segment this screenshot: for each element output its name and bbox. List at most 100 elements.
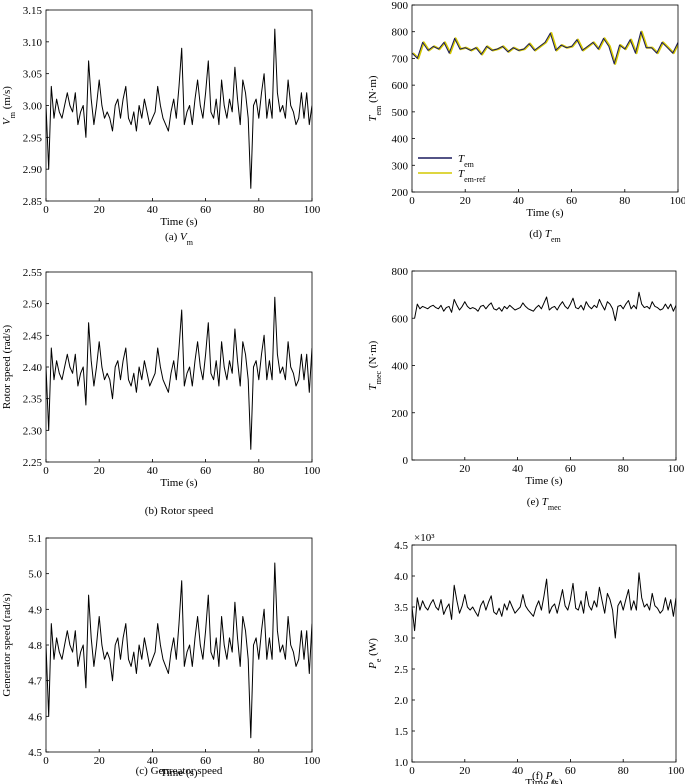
panel-caption: (e) Tmec bbox=[527, 496, 562, 512]
y-tick-label: 400 bbox=[392, 134, 409, 146]
panel-caption: (a) Vm bbox=[165, 231, 194, 247]
y-tick-label: 700 bbox=[392, 53, 409, 65]
x-tick-label: 80 bbox=[619, 195, 631, 207]
chart-panel-4: 20 40 60 80 100 0 200 400 600 800 Time (s) Tmec (N·… bbox=[367, 266, 685, 512]
x-tick-label: 20 bbox=[459, 463, 471, 475]
x-tick-label: 80 bbox=[618, 463, 630, 475]
x-tick-label: 60 bbox=[200, 204, 212, 216]
y-tick-label: 3.00 bbox=[23, 101, 43, 113]
y-tick-label: 2.5 bbox=[394, 664, 408, 676]
y-tick-label: 4.6 bbox=[28, 711, 42, 723]
x-tick-label: 20 bbox=[94, 755, 106, 767]
panel-caption: (c) Genreator speed bbox=[136, 765, 223, 777]
x-tick-label: 0 bbox=[409, 195, 415, 207]
y-tick-label: 300 bbox=[392, 160, 409, 172]
x-tick-label: 40 bbox=[147, 204, 159, 216]
y-axis-label: Generator speed (rad/s) bbox=[1, 593, 13, 697]
chart-panel-2: 0 20 40 60 80 100 200 300 400 500 600 700 800 900 Time… bbox=[367, 0, 685, 244]
x-tick-label: 80 bbox=[253, 204, 265, 216]
y-tick-label: 2.35 bbox=[23, 394, 43, 406]
x-tick-label: 100 bbox=[304, 204, 321, 216]
y-tick-label: 4.5 bbox=[394, 540, 408, 552]
y-tick-label: 5.0 bbox=[28, 569, 42, 581]
y-tick-label: 2.25 bbox=[23, 457, 43, 469]
plot-frame bbox=[411, 270, 677, 461]
x-tick-label: 80 bbox=[253, 465, 265, 477]
x-axis-label: Time (s) bbox=[160, 216, 198, 228]
y-tick-label: 4.8 bbox=[28, 640, 42, 652]
y-tick-label: 200 bbox=[392, 187, 409, 199]
x-tick-label: 100 bbox=[668, 765, 685, 777]
x-tick-label: 40 bbox=[512, 765, 524, 777]
x-tick-label: 80 bbox=[253, 755, 265, 767]
y-tick-label: 2.95 bbox=[23, 132, 43, 144]
x-tick-label: 20 bbox=[94, 465, 106, 477]
y-tick-label: 400 bbox=[392, 361, 409, 373]
chart-panel-1: 0 20 40 60 80 100 2.85 2.90 2.95 3.00 3.05 3.10 3.15… bbox=[1, 5, 321, 247]
x-tick-label: 100 bbox=[304, 755, 321, 767]
y-tick-label: 2.40 bbox=[23, 362, 43, 374]
series-line-1 bbox=[46, 296, 312, 450]
panel-caption: (d) Tem bbox=[529, 228, 561, 244]
chart-panel-5: 0 20 40 60 80 100 4.5 4.6 4.7 4.8 4.9 5.0 5.1 Time (s… bbox=[1, 533, 321, 779]
panel-caption: (f) Pe bbox=[532, 770, 556, 784]
y-tick-label: 3.0 bbox=[394, 633, 408, 645]
x-axis-label: Time (s) bbox=[526, 207, 564, 219]
y-tick-label: 500 bbox=[392, 107, 409, 119]
y-tick-label: 4.0 bbox=[394, 571, 408, 583]
y-tick-label: 3.15 bbox=[23, 5, 43, 17]
x-tick-label: 0 bbox=[43, 465, 49, 477]
y-tick-label: 800 bbox=[392, 27, 409, 39]
plot-frame bbox=[411, 4, 679, 193]
legend-entry: Tem-ref bbox=[458, 168, 486, 184]
y-tick-label: 2.0 bbox=[394, 695, 408, 707]
x-tick-label: 20 bbox=[459, 765, 471, 777]
y-tick-label: 2.85 bbox=[23, 196, 43, 208]
x-tick-label: 100 bbox=[304, 465, 321, 477]
y-tick-label: 1.5 bbox=[394, 726, 408, 738]
y-tick-label: 900 bbox=[392, 0, 409, 12]
x-tick-label: 60 bbox=[200, 755, 212, 767]
y-tick-label: 3.10 bbox=[23, 37, 43, 49]
series-line-2 bbox=[412, 31, 678, 65]
x-tick-label: 60 bbox=[566, 195, 578, 207]
y-tick-label: 600 bbox=[392, 313, 409, 325]
y-tick-label: 2.50 bbox=[23, 299, 43, 311]
x-tick-label: 40 bbox=[147, 755, 159, 767]
x-axis-label: Time (s) bbox=[525, 475, 563, 487]
x-tick-label: 0 bbox=[409, 765, 415, 777]
x-tick-label: 20 bbox=[460, 195, 472, 207]
y-tick-label: 4.7 bbox=[28, 676, 42, 688]
series-line-1 bbox=[46, 28, 312, 189]
y-axis-label: Rotor speed (rad/s) bbox=[1, 325, 13, 410]
y-scale-note: ×10³ bbox=[414, 532, 435, 544]
x-tick-label: 40 bbox=[513, 195, 525, 207]
chart-panel-6: 0 20 40 60 80 100 1.0 1.5 2.0 2.5 3.0 3.5 4.0 4.5 Time… bbox=[367, 532, 685, 784]
y-tick-label: 2.30 bbox=[23, 425, 43, 437]
y-axis-label: Pe (W) bbox=[367, 638, 383, 670]
x-tick-label: 100 bbox=[670, 195, 685, 207]
y-tick-label: 4.5 bbox=[28, 747, 42, 759]
y-tick-label: 2.90 bbox=[23, 164, 43, 176]
y-tick-label: 800 bbox=[392, 266, 409, 278]
y-tick-label: 2.55 bbox=[23, 267, 43, 279]
x-tick-label: 60 bbox=[565, 463, 577, 475]
panel-caption: (b) Rotor speed bbox=[145, 505, 214, 517]
y-axis-label: Vm (m/s) bbox=[1, 86, 17, 125]
series-line-1 bbox=[412, 572, 676, 639]
y-tick-label: 2.45 bbox=[23, 330, 43, 342]
x-tick-label: 0 bbox=[43, 204, 49, 216]
chart-panel-3: 0 20 40 60 80 100 2.25 2.30 2.35 2.40 2.45 2.50 2.55… bbox=[1, 267, 321, 517]
y-axis-label: Tmec (N·m) bbox=[367, 340, 383, 390]
y-tick-label: 200 bbox=[392, 408, 409, 420]
y-tick-label: 5.1 bbox=[28, 533, 42, 545]
y-tick-label: 3.05 bbox=[23, 69, 43, 81]
x-tick-label: 100 bbox=[668, 463, 685, 475]
y-tick-label: 3.5 bbox=[394, 602, 408, 614]
x-tick-label: 40 bbox=[147, 465, 159, 477]
x-tick-label: 60 bbox=[200, 465, 212, 477]
series-line-1 bbox=[46, 562, 312, 739]
x-tick-label: 0 bbox=[43, 755, 49, 767]
